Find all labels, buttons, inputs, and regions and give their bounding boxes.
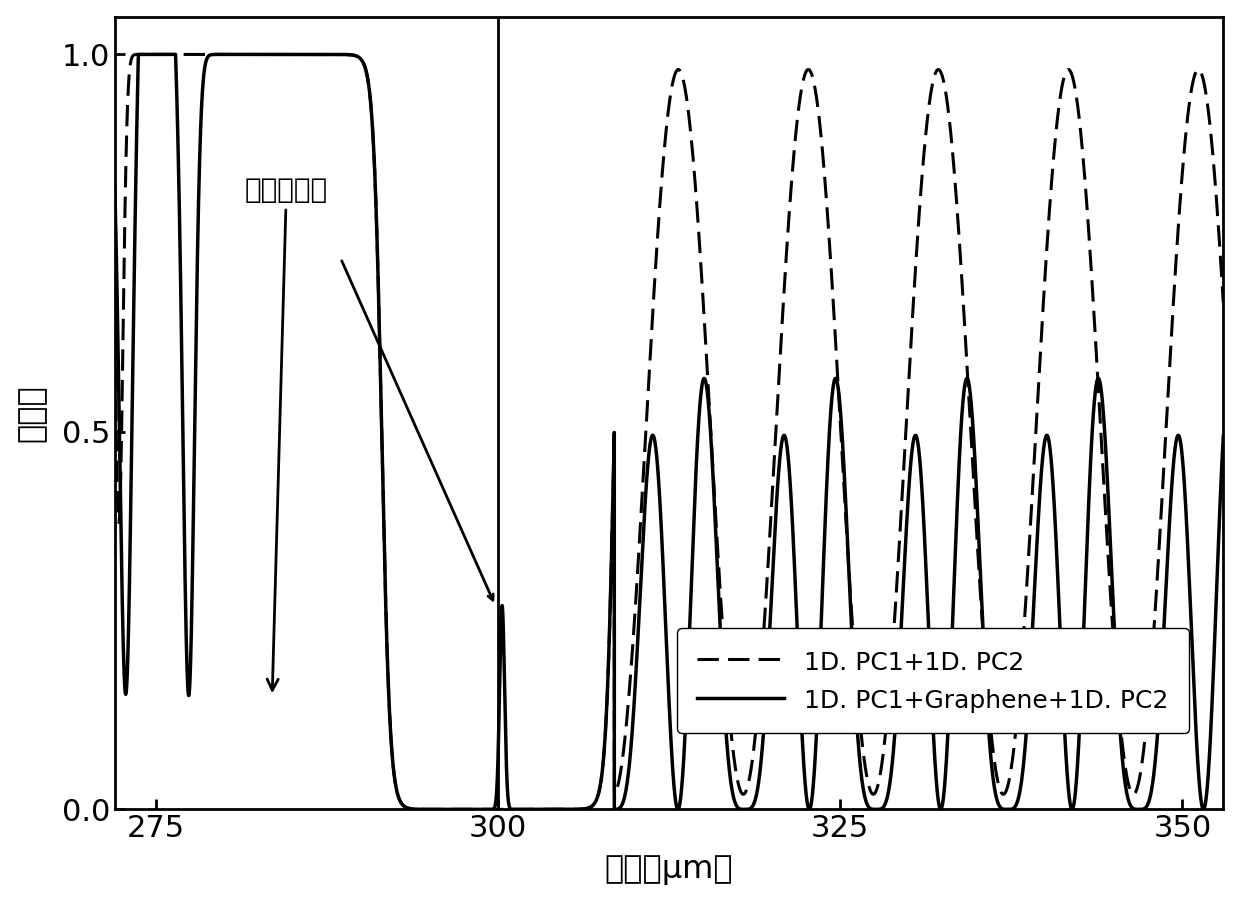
1D. PC1+1D. PC2 xyxy=(146,49,161,60)
1D. PC1+Graphene+1D. PC2 xyxy=(1216,430,1231,441)
1D. PC1+1D. PC2 xyxy=(1007,734,1022,745)
1D. PC1+Graphene+1D. PC2 xyxy=(108,181,123,192)
X-axis label: 波长（μm）: 波长（μm） xyxy=(605,854,733,886)
1D. PC1+1D. PC2 xyxy=(231,49,246,60)
1D. PC1+Graphene+1D. PC2 xyxy=(1007,802,1022,813)
1D. PC1+Graphene+1D. PC2 xyxy=(463,804,477,815)
1D. PC1+Graphene+1D. PC2 xyxy=(1087,384,1102,395)
1D. PC1+1D. PC2 xyxy=(1050,111,1065,122)
Legend: 1D. PC1+1D. PC2, 1D. PC1+Graphene+1D. PC2: 1D. PC1+1D. PC2, 1D. PC1+Graphene+1D. PC… xyxy=(677,629,1189,733)
1D. PC1+Graphene+1D. PC2 xyxy=(1050,572,1065,583)
1D. PC1+1D. PC2 xyxy=(108,333,123,344)
Y-axis label: 透射率: 透射率 xyxy=(16,384,47,442)
1D. PC1+1D. PC2 xyxy=(463,804,477,815)
1D. PC1+1D. PC2 xyxy=(1216,298,1231,308)
Line: 1D. PC1+1D. PC2: 1D. PC1+1D. PC2 xyxy=(115,54,1224,809)
1D. PC1+Graphene+1D. PC2 xyxy=(231,49,246,60)
1D. PC1+Graphene+1D. PC2 xyxy=(131,49,146,60)
1D. PC1+1D. PC2 xyxy=(491,804,506,815)
1D. PC1+Graphene+1D. PC2 xyxy=(939,754,954,765)
1D. PC1+1D. PC2 xyxy=(939,92,954,103)
1D. PC1+1D. PC2 xyxy=(1087,335,1102,345)
1D. PC1+Graphene+1D. PC2 xyxy=(1001,804,1016,815)
Line: 1D. PC1+Graphene+1D. PC2: 1D. PC1+Graphene+1D. PC2 xyxy=(115,54,1224,809)
Text: 拓扑边缘态: 拓扑边缘态 xyxy=(244,176,327,690)
